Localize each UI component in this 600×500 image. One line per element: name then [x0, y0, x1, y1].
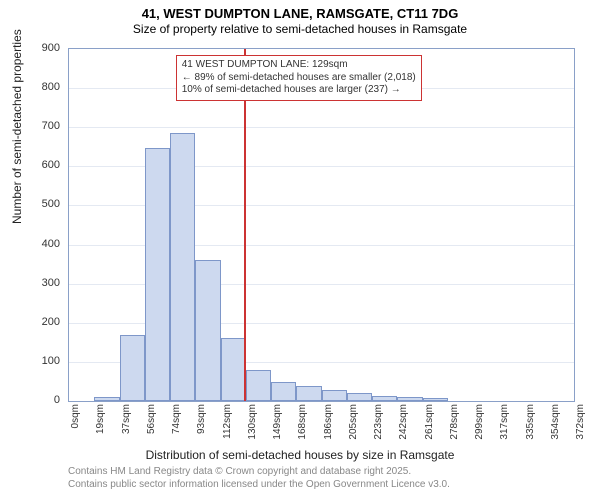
annotation-box: 41 WEST DUMPTON LANE: 129sqm← 89% of sem… [176, 55, 422, 101]
histogram-bar [94, 397, 119, 401]
x-tick-label: 186sqm [323, 404, 334, 444]
histogram-bar [221, 338, 246, 401]
histogram-bar [372, 396, 397, 401]
histogram-bar [296, 386, 321, 401]
x-tick-label: 37sqm [121, 404, 132, 444]
x-tick-label: 299sqm [474, 404, 485, 444]
y-tick-label: 800 [30, 81, 60, 93]
x-axis-label: Distribution of semi-detached houses by … [0, 448, 600, 462]
y-tick-label: 400 [30, 238, 60, 250]
annotation-line: ← 89% of semi-detached houses are smalle… [182, 72, 416, 85]
x-tick-label: 317sqm [499, 404, 510, 444]
histogram-bar [195, 260, 220, 401]
y-tick-label: 600 [30, 159, 60, 171]
x-tick-label: 278sqm [449, 404, 460, 444]
y-tick-label: 300 [30, 277, 60, 289]
histogram-bar [145, 148, 170, 401]
footer-line-1: Contains HM Land Registry data © Crown c… [68, 466, 450, 479]
x-tick-label: 242sqm [398, 404, 409, 444]
histogram-bar [170, 133, 195, 401]
histogram-bar [120, 335, 145, 401]
footer-attribution: Contains HM Land Registry data © Crown c… [68, 466, 450, 491]
x-tick-label: 93sqm [196, 404, 207, 444]
annotation-line: 10% of semi-detached houses are larger (… [182, 84, 416, 97]
y-tick-label: 500 [30, 198, 60, 210]
x-tick-label: 223sqm [373, 404, 384, 444]
x-tick-label: 112sqm [222, 404, 233, 444]
chart-title: 41, WEST DUMPTON LANE, RAMSGATE, CT11 7D… [0, 0, 600, 22]
gridline [69, 127, 574, 128]
x-tick-label: 168sqm [297, 404, 308, 444]
x-tick-label: 0sqm [70, 404, 81, 444]
histogram-bar [322, 390, 347, 401]
histogram-bar [246, 370, 271, 401]
x-tick-label: 205sqm [348, 404, 359, 444]
x-tick-label: 19sqm [95, 404, 106, 444]
chart-subtitle: Size of property relative to semi-detach… [0, 22, 600, 37]
y-tick-label: 100 [30, 355, 60, 367]
x-tick-label: 56sqm [146, 404, 157, 444]
histogram-bar [423, 398, 448, 401]
x-tick-label: 335sqm [525, 404, 536, 444]
y-tick-label: 0 [30, 394, 60, 406]
x-tick-label: 372sqm [575, 404, 586, 444]
plot-area: 41 WEST DUMPTON LANE: 129sqm← 89% of sem… [68, 48, 575, 402]
x-tick-label: 130sqm [247, 404, 258, 444]
x-tick-label: 261sqm [424, 404, 435, 444]
x-tick-label: 149sqm [272, 404, 283, 444]
y-tick-label: 900 [30, 42, 60, 54]
histogram-bar [271, 382, 296, 401]
annotation-line: 41 WEST DUMPTON LANE: 129sqm [182, 59, 416, 72]
histogram-bar [397, 397, 422, 401]
y-tick-label: 200 [30, 316, 60, 328]
y-tick-label: 700 [30, 120, 60, 132]
x-tick-label: 354sqm [550, 404, 561, 444]
reference-line [244, 49, 246, 401]
footer-line-2: Contains public sector information licen… [68, 479, 450, 492]
y-axis-label: Number of semi-detached properties [10, 29, 24, 224]
x-tick-label: 74sqm [171, 404, 182, 444]
histogram-bar [347, 393, 372, 401]
